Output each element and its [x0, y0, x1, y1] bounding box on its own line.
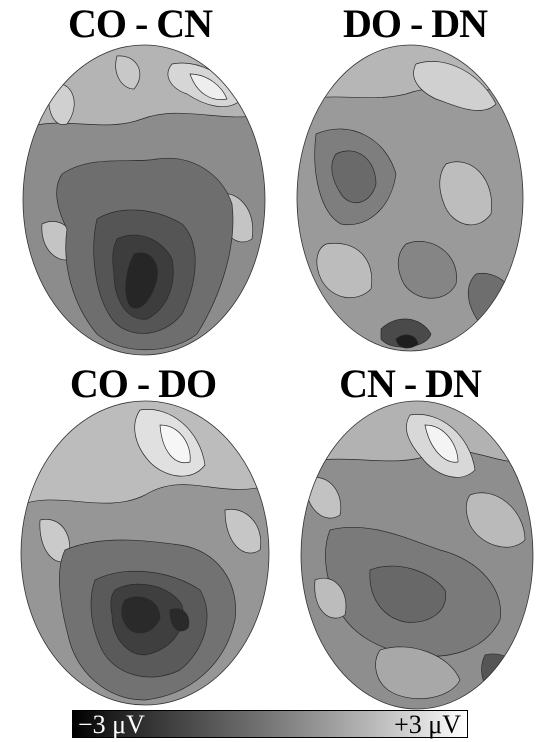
colorbar: −3 μV +3 μV — [72, 710, 468, 738]
scalp-map-cn-dn — [300, 400, 534, 710]
colorbar-min-label: −3 μV — [78, 710, 145, 739]
panel-title-co-do: CO - DO — [69, 361, 217, 406]
scalp-map-do-dn — [296, 44, 524, 352]
panel-title-cn-dn: CN - DN — [339, 361, 482, 406]
scalp-map-co-cn — [22, 44, 266, 356]
colorbar-max-label: +3 μV — [394, 710, 461, 739]
panel-title-co-cn: CO - CN — [67, 1, 213, 46]
scalp-map-co-do — [20, 400, 270, 706]
panel-title-do-dn: DO - DN — [342, 1, 488, 46]
